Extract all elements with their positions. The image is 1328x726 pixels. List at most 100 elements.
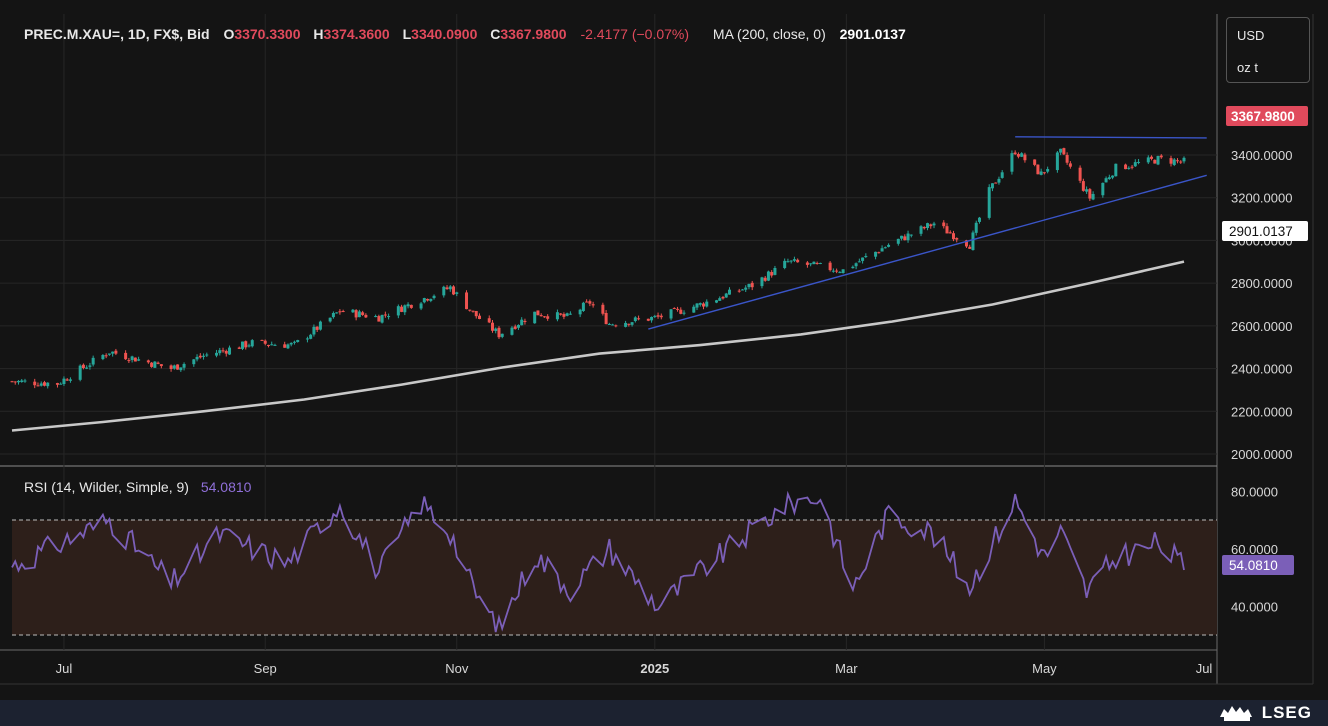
candle	[510, 326, 514, 336]
candle	[1127, 166, 1131, 170]
candle	[568, 311, 572, 315]
candle	[42, 380, 46, 387]
candle	[426, 298, 430, 302]
candle	[744, 285, 748, 292]
candle-body	[244, 341, 248, 348]
candle-body	[536, 310, 540, 316]
candle	[601, 302, 605, 316]
candle-body	[624, 322, 628, 327]
candle-body	[81, 364, 85, 369]
candle	[513, 324, 517, 330]
candle-body	[1172, 159, 1176, 165]
chart-canvas[interactable]: 2000.0000 2200.0000 2400.0000 2600.0000 2800…	[0, 0, 1328, 700]
candle-body	[990, 183, 994, 189]
candle	[1133, 159, 1137, 167]
candle	[153, 361, 157, 368]
candle	[900, 235, 904, 241]
price-tick-label: 2200.0000	[1231, 404, 1292, 419]
candle-body	[448, 286, 452, 290]
candle	[841, 269, 845, 274]
candle-body	[387, 316, 391, 318]
candle-body	[286, 344, 290, 349]
brand-logo: LSEG	[1218, 703, 1312, 723]
candle-body	[270, 344, 274, 346]
price-tick-label: 2600.0000	[1231, 319, 1292, 334]
candle-body	[1059, 148, 1063, 153]
candle-body	[36, 385, 40, 387]
candle	[887, 243, 891, 248]
candle	[945, 223, 949, 234]
candle	[1033, 159, 1037, 167]
candle	[445, 285, 449, 290]
candle-body	[318, 321, 322, 330]
candle	[861, 257, 865, 264]
candle-body	[796, 259, 800, 263]
candle	[1078, 165, 1082, 184]
rsi-header-value: 54.0810	[201, 479, 252, 495]
price-tick-label: 3400.0000	[1231, 148, 1292, 163]
candle	[403, 304, 407, 316]
rsi-tick-label: 60.0000	[1231, 542, 1278, 557]
candle-body	[114, 350, 118, 354]
trendline-support	[648, 174, 1207, 330]
candle-body	[818, 262, 822, 264]
low-value: 3340.0900	[411, 26, 477, 42]
candle	[221, 347, 225, 353]
candle-body	[516, 324, 520, 328]
candle	[406, 302, 410, 309]
candle	[880, 245, 884, 252]
candle-body	[1107, 177, 1111, 180]
candle	[714, 299, 718, 304]
candle-body	[445, 287, 449, 290]
candle-body	[773, 268, 777, 275]
rsi-band	[12, 519, 1217, 636]
candle-body	[1179, 161, 1183, 163]
candle-body	[672, 308, 676, 310]
candle	[266, 344, 270, 348]
last-price-tag: 3367.9800	[1226, 106, 1308, 126]
time-axis: Jul Sep Nov 2025 Mar May Jul	[56, 661, 1213, 676]
candle	[1104, 176, 1108, 183]
candle	[831, 268, 835, 273]
candle	[318, 320, 322, 331]
candle-body	[422, 298, 426, 303]
candle-body	[1078, 167, 1082, 181]
candle-body	[1114, 163, 1118, 177]
candle-body	[1182, 157, 1186, 162]
candle-body	[1101, 182, 1105, 196]
candle	[581, 301, 585, 312]
candle-body	[328, 317, 332, 322]
candle	[874, 251, 878, 260]
candle-body	[179, 367, 183, 371]
candle-body	[724, 293, 728, 298]
candle-body	[948, 232, 952, 234]
candle-body	[296, 340, 300, 342]
symbol-label: PREC.M.XAU=, 1D, FX$, Bid	[24, 26, 210, 42]
candle-body	[727, 289, 731, 295]
candle-body	[237, 347, 241, 349]
unit-selector[interactable]: USD oz t	[1226, 17, 1310, 83]
candle	[990, 183, 994, 192]
candle	[400, 304, 404, 313]
candle	[857, 258, 861, 263]
candle	[247, 343, 251, 348]
candle	[770, 270, 774, 278]
candle-body	[559, 313, 563, 315]
candle	[1153, 159, 1157, 164]
candle	[1013, 150, 1017, 155]
candle-body	[705, 301, 709, 307]
candle	[851, 265, 855, 269]
candle	[679, 307, 683, 315]
price-tick-label: 3200.0000	[1231, 191, 1292, 206]
candle	[244, 340, 248, 350]
candle-body	[510, 327, 514, 335]
candle	[465, 290, 469, 310]
candle	[877, 251, 881, 254]
candle	[854, 262, 858, 270]
candle-body	[169, 365, 173, 369]
candle-body	[487, 318, 491, 323]
candle-body	[273, 344, 277, 346]
time-tick-label: May	[1032, 661, 1057, 676]
candle	[364, 313, 368, 319]
candle	[951, 230, 955, 242]
